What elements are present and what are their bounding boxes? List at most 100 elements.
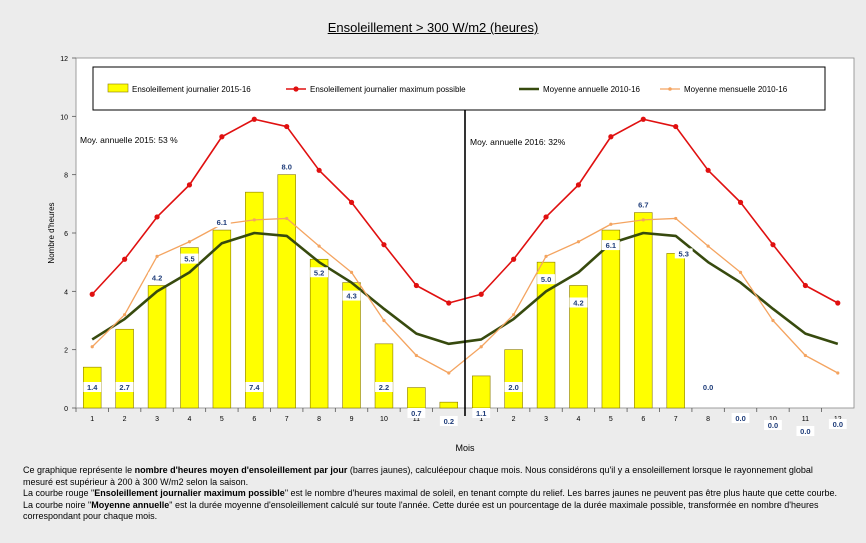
bar-label-bg xyxy=(537,274,555,285)
bar xyxy=(634,212,653,409)
y-tick-label: 6 xyxy=(64,231,68,238)
chart-title: Ensoleillement > 300 W/m2 (heures) xyxy=(327,20,539,35)
series-point xyxy=(123,313,127,317)
x-tick-label: 1 xyxy=(479,416,483,423)
series-point xyxy=(251,116,257,122)
legend-marker xyxy=(668,87,672,91)
series-point xyxy=(512,313,516,317)
bar-value-label: 6.1 xyxy=(217,218,227,227)
desc-text: " est le nombre d'heures maximal de sole… xyxy=(284,488,838,499)
x-tick-label: 11 xyxy=(802,416,809,423)
bar-value-label: 0.0 xyxy=(703,383,713,392)
series-point xyxy=(641,218,645,222)
series-point xyxy=(252,218,256,222)
bar-value-label: 0.0 xyxy=(768,421,778,430)
bar-label-bg xyxy=(828,419,847,429)
desc-text: La courbe rouge " xyxy=(23,488,95,499)
bar xyxy=(666,253,685,409)
series-point xyxy=(640,116,646,122)
desc-text: (barres jaunes), calculéepour chaque moi… xyxy=(23,465,813,487)
bar-value-label: 8.0 xyxy=(281,163,291,172)
series-point xyxy=(478,291,484,297)
bar-value-label: 5.0 xyxy=(541,275,551,284)
bar-value-label: 1.4 xyxy=(87,383,98,392)
legend-marker xyxy=(293,86,299,92)
bar-label-bg xyxy=(674,248,693,259)
desc-bold: nombre d'heures moyen d'ensoleillement p… xyxy=(134,465,348,475)
bar-value-label: 0.0 xyxy=(735,414,745,423)
bar-label-bg xyxy=(796,426,815,436)
bar-label-bg xyxy=(439,416,458,426)
bar-value-label: 7.4 xyxy=(249,383,260,392)
bar-label-bg xyxy=(634,199,653,210)
series-point xyxy=(737,199,744,205)
x-tick-label: 5 xyxy=(220,416,224,423)
bar-value-label: 5.2 xyxy=(314,268,324,277)
y-tick-label: 10 xyxy=(60,114,68,121)
desc-bold: Ensoleillement journalier maximum possib… xyxy=(94,488,285,499)
legend-swatch xyxy=(107,83,129,93)
bar xyxy=(536,261,556,409)
series-point xyxy=(705,167,711,173)
x-tick-label: 6 xyxy=(641,416,645,423)
series-point xyxy=(609,222,613,226)
bar-value-label: 2.2 xyxy=(379,383,389,392)
bar-label-bg xyxy=(310,267,329,278)
x-tick-label: 10 xyxy=(769,416,777,423)
annotation-2015: Moy. annuelle 2015: 53 % xyxy=(80,135,178,145)
x-tick-label: 8 xyxy=(317,416,321,423)
x-tick-label: 9 xyxy=(350,416,354,423)
series-point xyxy=(835,300,841,306)
desc-bold: Moyenne annuelle xyxy=(91,499,170,510)
bar xyxy=(471,375,491,409)
bar-label-bg xyxy=(601,240,620,251)
bar-label-bg xyxy=(277,161,296,172)
series-point xyxy=(738,270,743,274)
x-tick-label: 4 xyxy=(577,416,581,423)
series-point xyxy=(348,199,355,205)
y-tick-label: 4 xyxy=(64,289,68,296)
bar xyxy=(374,343,394,409)
y-tick-label: 12 xyxy=(60,56,68,63)
series-point xyxy=(608,134,614,140)
series-point xyxy=(576,240,581,244)
series-point xyxy=(674,216,678,221)
legend-label: Ensoleillement journalier maximum possib… xyxy=(310,85,466,94)
series-point xyxy=(219,134,225,140)
bar-label-bg xyxy=(115,382,134,392)
series-point xyxy=(544,254,548,258)
bar-label-bg xyxy=(472,408,491,418)
bar-value-label: 4.3 xyxy=(346,292,356,301)
bar xyxy=(569,285,588,409)
bar-value-label: 2.7 xyxy=(119,383,129,392)
x-tick-label: 8 xyxy=(706,416,710,423)
bar-value-label: 0.0 xyxy=(800,427,810,436)
desc-text: " est la durée moyenne d'ensoleillement … xyxy=(23,499,819,522)
bar-value-label: 0.2 xyxy=(444,417,454,426)
bar xyxy=(212,229,232,409)
bar-value-label: 5.3 xyxy=(678,249,688,258)
series-point xyxy=(771,318,775,323)
bar xyxy=(245,191,264,409)
y-tick-label: 8 xyxy=(64,173,68,180)
series-point xyxy=(382,318,386,323)
bar-value-label: 0.7 xyxy=(411,409,421,418)
bar-label-bg xyxy=(764,420,782,430)
x-tick-label: 4 xyxy=(188,416,192,423)
description-paragraph-3: La courbe noire "Moyenne annuelle" est l… xyxy=(23,500,843,523)
series-point xyxy=(673,123,679,130)
bar-label-bg xyxy=(180,253,199,264)
series-point xyxy=(381,242,387,248)
x-tick-label: 3 xyxy=(155,416,159,423)
description-paragraph-2: La courbe rouge "Ensoleillement journali… xyxy=(23,488,843,500)
bar-label-bg xyxy=(699,382,718,392)
bar-label-bg xyxy=(407,408,426,418)
bar-value-label: 2.0 xyxy=(508,383,518,392)
x-tick-label: 1 xyxy=(90,416,94,423)
legend-box xyxy=(92,66,826,111)
series-point xyxy=(186,182,193,188)
bar-label-bg xyxy=(342,290,361,301)
series-point xyxy=(543,214,549,220)
series-point xyxy=(89,291,95,297)
